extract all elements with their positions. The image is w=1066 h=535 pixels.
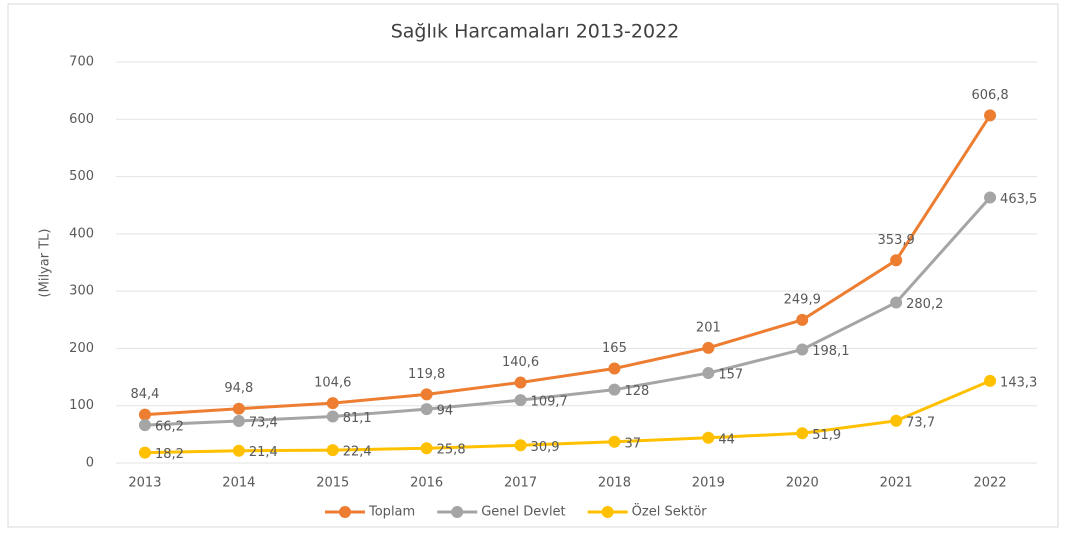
data-label: 140,6 — [502, 355, 539, 370]
data-label: 128 — [624, 384, 649, 399]
legend-marker — [601, 506, 614, 518]
data-label: 44 — [718, 432, 735, 447]
marker — [890, 254, 903, 267]
marker — [702, 431, 715, 444]
data-label: 463,5 — [1000, 192, 1037, 207]
x-tick-label: 2017 — [504, 476, 537, 491]
x-tick-label: 2014 — [222, 476, 255, 491]
marker — [890, 414, 903, 427]
marker — [796, 343, 809, 356]
data-label: 94,8 — [224, 381, 253, 396]
data-label: 165 — [602, 341, 627, 356]
data-label: 353,9 — [878, 233, 915, 248]
x-tick-label: 2022 — [974, 476, 1007, 491]
x-tick-label: 2015 — [316, 476, 349, 491]
data-label: 280,2 — [906, 297, 943, 312]
marker — [326, 410, 339, 423]
data-label: 606,8 — [971, 88, 1008, 103]
x-tick-label: 2021 — [880, 476, 913, 491]
data-label: 66,2 — [155, 420, 184, 435]
marker — [608, 435, 621, 448]
legend-marker — [339, 506, 351, 518]
data-label: 30,9 — [531, 440, 560, 455]
marker — [326, 397, 339, 410]
marker — [232, 402, 245, 415]
chart-border — [7, 3, 1059, 528]
marker — [796, 427, 809, 440]
marker — [608, 383, 621, 396]
marker — [514, 394, 527, 407]
marker — [514, 439, 527, 452]
x-tick-label: 2013 — [128, 476, 161, 491]
y-tick-label: 600 — [69, 112, 94, 127]
data-label: 25,8 — [437, 443, 466, 458]
marker — [514, 376, 527, 389]
legend-marker — [451, 506, 464, 518]
series-line — [144, 379, 991, 455]
marker — [702, 341, 715, 354]
x-tick-label: 2020 — [786, 476, 819, 491]
x-tick-label: 2019 — [692, 476, 725, 491]
marker — [232, 444, 245, 457]
data-label: 157 — [718, 368, 743, 383]
data-label: 22,4 — [343, 445, 372, 460]
y-tick-label: 400 — [69, 226, 94, 241]
y-tick-label: 700 — [69, 55, 94, 70]
data-label: 51,9 — [812, 428, 841, 443]
y-tick-label: 100 — [69, 398, 94, 413]
marker — [420, 388, 433, 401]
legend-label: Toplam — [368, 505, 415, 520]
marker — [890, 296, 903, 309]
marker — [702, 367, 715, 380]
data-label: 73,7 — [906, 415, 935, 430]
data-label: 109,7 — [531, 395, 568, 410]
legend-label: Genel Devlet — [481, 505, 565, 520]
legend-label: Özel Sektör — [632, 503, 708, 520]
data-label: 198,1 — [812, 344, 849, 359]
y-tick-label: 500 — [69, 169, 94, 184]
series-line — [144, 114, 992, 417]
data-label: 143,3 — [1000, 375, 1037, 390]
marker — [984, 109, 997, 122]
data-label: 81,1 — [343, 411, 372, 426]
x-tick-label: 2016 — [410, 476, 443, 491]
y-tick-label: 0 — [86, 456, 94, 471]
marker — [420, 442, 433, 455]
marker — [138, 419, 151, 432]
marker — [796, 313, 809, 326]
data-label: 84,4 — [130, 387, 159, 402]
data-label: 21,4 — [249, 445, 278, 460]
chart-title: Sağlık Harcamaları 2013-2022 — [391, 21, 680, 43]
data-label: 119,8 — [408, 367, 445, 382]
y-tick-label: 200 — [69, 341, 94, 356]
series-line — [144, 196, 992, 427]
marker — [232, 414, 245, 427]
marker — [608, 362, 621, 375]
marker — [984, 191, 997, 204]
data-label: 104,6 — [314, 376, 351, 391]
marker — [138, 408, 151, 421]
data-label: 94 — [437, 404, 454, 419]
marker — [326, 444, 339, 457]
marker — [984, 374, 997, 387]
data-label: 18,2 — [155, 447, 184, 462]
data-label: 249,9 — [784, 292, 821, 307]
data-label: 37 — [624, 436, 641, 451]
data-label: 73,4 — [249, 415, 278, 430]
x-tick-label: 2018 — [598, 476, 631, 491]
marker — [138, 446, 151, 459]
y-tick-label: 300 — [69, 284, 94, 299]
marker — [420, 403, 433, 416]
y-axis-label: (Milyar TL) — [38, 229, 53, 298]
data-label: 201 — [696, 320, 721, 335]
